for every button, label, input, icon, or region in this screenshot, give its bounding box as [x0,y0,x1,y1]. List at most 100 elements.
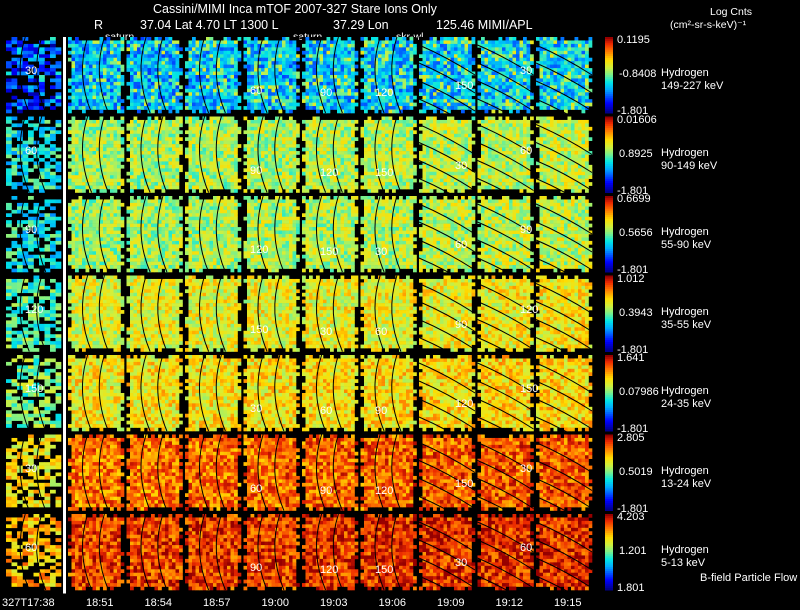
heatmap-panel-r2-c2 [127,196,183,272]
heatmap-panel-r0-c3 [185,37,241,113]
contour-label: 120 [375,485,393,498]
contour-label: 150 [455,80,473,93]
time-axis-label: 19:06 [379,597,407,610]
contour-label: 120 [375,87,393,100]
species-label: Hydrogen [661,306,709,319]
heatmap-panel-r0-c6 [361,37,417,113]
heatmap-panel-r6-c5 [302,514,358,590]
energy-range-label: 90-149 keV [661,160,717,173]
colorbar-max-label: 0.01606 [617,114,657,127]
heatmap-panel-r4-c9 [536,355,592,447]
species-label: Hydrogen [661,385,709,398]
contour-label: 150 [375,167,393,180]
species-label: Hydrogen [661,544,709,557]
heatmap-panel-r2-c3 [185,196,241,272]
heatmap-panel-r5-c4 [244,435,300,511]
heatmap-panel-r6-c2 [127,514,183,590]
heatmap-panel-r1-c3 [185,117,241,193]
colorbar-r1 [605,117,613,194]
colorbar-mid-label: 0.3943 [619,307,653,320]
contour-label: 30 [375,246,387,259]
heatmap-panel-r3-c3 [185,276,241,352]
colorbar-r0 [605,37,613,114]
contour-label: 30 [455,160,467,173]
heatmap-panel-r1-c9 [536,117,592,209]
colorbar-max-label: 4.203 [617,511,645,524]
heatmap-panel-r0-c4 [244,37,300,113]
heatmap-panel-r4-c4 [244,355,300,431]
heatmap-panel-r5-c1 [68,435,124,511]
heatmap-panel-r2-c4 [244,196,300,272]
contour-label: 60 [320,405,332,418]
contour-label: 120 [520,304,538,317]
colorbar-max-label: 0.1195 [617,34,650,47]
contour-label: 30 [25,463,37,476]
heatmap-panel-r5-c3 [185,435,241,511]
contour-label: 90 [250,562,262,575]
heatmap-panel-r1-c1 [68,117,124,193]
heatmap-panel-r3-c6 [361,276,417,352]
colorbar-mid-label: -0.8408 [619,68,656,81]
heatmap-panel-r5-c8 [478,435,534,527]
contour-label: 90 [250,165,262,178]
heatmap-panel-r0-c9 [536,37,592,129]
contour-label: 90 [375,405,387,418]
heatmap-panel-r5-c2 [127,435,183,511]
contour-label: 120 [250,244,268,257]
heatmap-panel-r3-c4 [244,276,300,352]
colorbar-mid-label: 0.07986 [619,386,659,399]
heatmap-panel-r2-c8 [478,196,534,288]
heatmap-panel-r4-c2 [127,355,183,431]
contour-label: 30 [455,557,467,570]
colorbar-mid-label: 0.5019 [619,466,653,479]
time-axis-label: 19:12 [496,597,524,610]
heatmap-panel-r6-c4 [244,514,300,590]
heatmap-panel-r5-c6 [361,435,417,511]
heatmap-panel-r3-c5 [302,276,358,352]
heatmap-panel-r3-c8 [478,276,534,368]
heatmap-panel-r2-c6 [361,196,417,272]
contour-label: 30 [250,403,262,416]
heatmap-panel-r6-c3 [185,514,241,590]
time-axis-label: 19:15 [554,597,582,610]
heatmap-panel-r6-c8 [478,514,534,606]
contour-label: 90 [320,485,332,498]
species-label: Hydrogen [661,67,709,80]
species-label: Hydrogen [661,226,709,239]
contour-label: 60 [455,239,467,252]
contour-label: 120 [320,167,338,180]
colorbar-r5 [605,435,613,512]
contour-label: 120 [455,398,473,411]
heatmap-panel-r3-c9 [536,276,592,368]
contour-label: 30 [520,65,532,78]
heatmap-panel-r4-c1 [68,355,124,431]
heatmap-panel-r2-c1 [68,196,124,272]
heatmap-panel-r0-c2 [127,37,183,113]
colorbar-r2 [605,196,613,273]
contour-label: 150 [520,383,538,396]
heatmap-panel-r1-c8 [478,117,534,209]
heatmap-panel-r3-c2 [127,276,183,352]
heatmap-panel-r4-c8 [478,355,534,447]
colorbar-min-label: 1.801 [617,582,645,595]
time-axis-label: 18:54 [145,597,173,610]
heatmap-panel-r6-c9 [536,514,592,606]
contour-label: 90 [25,224,37,237]
colorbar-max-label: 2.805 [617,432,645,445]
contour-label: 120 [25,304,43,317]
heatmap-panel-r2-c9 [536,196,592,288]
contour-label: 120 [320,564,338,577]
energy-range-label: 55-90 keV [661,239,711,252]
colorbar-r6 [605,514,613,591]
time-axis-label: 18:51 [86,597,114,610]
colorbar-mid-label: 0.8925 [619,148,653,161]
time-axis-label: 327T17:38 [2,597,55,610]
time-axis-label: 19:03 [320,597,348,610]
energy-range-label: 5-13 keV [661,557,705,570]
contour-label: 30 [520,463,532,476]
heatmap-panel-r0-c8 [478,37,534,129]
heatmap-panel-r4-c5 [302,355,358,431]
energy-range-label: 13-24 keV [661,478,711,491]
contour-label: 60 [25,145,37,158]
colorbar-max-label: 1.012 [617,273,645,286]
